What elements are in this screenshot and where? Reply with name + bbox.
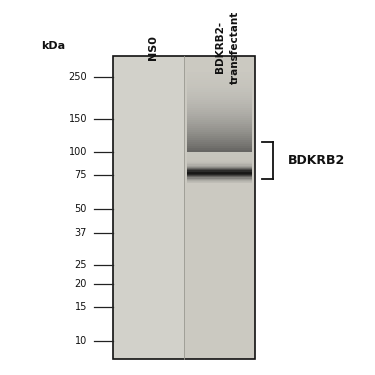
Bar	[187, 150, 252, 152]
Bar	[187, 181, 252, 182]
Bar	[187, 148, 252, 149]
Bar	[187, 126, 252, 128]
Bar	[187, 175, 252, 176]
Bar	[187, 96, 252, 98]
Bar	[187, 157, 252, 159]
Bar	[187, 100, 252, 102]
Bar	[187, 163, 252, 164]
Text: 37: 37	[75, 228, 87, 238]
Bar	[187, 94, 252, 96]
Text: 20: 20	[75, 279, 87, 289]
Bar	[187, 110, 252, 112]
Bar	[187, 80, 252, 82]
Bar	[113, 57, 255, 359]
Text: 250: 250	[68, 72, 87, 82]
Text: 150: 150	[69, 114, 87, 123]
Bar	[187, 90, 252, 92]
Bar	[187, 148, 252, 150]
Bar	[187, 98, 252, 100]
Bar	[187, 82, 252, 84]
Bar	[187, 182, 252, 183]
Bar	[187, 169, 252, 170]
Text: 10: 10	[75, 336, 87, 345]
Bar	[187, 149, 252, 150]
Bar	[187, 164, 252, 166]
Bar	[187, 136, 252, 138]
Bar	[187, 159, 252, 160]
Bar	[187, 173, 252, 174]
Bar	[113, 57, 184, 359]
Text: NS0: NS0	[148, 35, 158, 60]
Bar	[187, 156, 252, 157]
Bar	[187, 108, 252, 110]
Bar	[187, 144, 252, 146]
Bar	[187, 150, 252, 152]
Bar	[184, 57, 255, 359]
Bar	[187, 112, 252, 114]
Bar	[187, 174, 252, 175]
Bar	[187, 177, 252, 178]
Bar	[187, 114, 252, 116]
Bar	[187, 168, 252, 169]
Bar	[187, 166, 252, 167]
Bar	[187, 167, 252, 168]
Bar	[187, 116, 252, 118]
Bar	[187, 160, 252, 161]
Bar	[187, 88, 252, 90]
Bar	[187, 130, 252, 132]
Bar	[187, 152, 252, 153]
Bar	[187, 124, 252, 126]
Text: 75: 75	[75, 170, 87, 180]
Bar	[187, 118, 252, 120]
Bar	[187, 132, 252, 134]
Bar	[187, 128, 252, 130]
Bar	[187, 146, 252, 148]
Text: 50: 50	[75, 204, 87, 214]
Text: 25: 25	[75, 260, 87, 270]
Bar	[187, 74, 252, 76]
Bar	[187, 106, 252, 108]
Bar	[187, 78, 252, 80]
Bar	[187, 76, 252, 78]
Bar	[187, 134, 252, 136]
Bar	[187, 104, 252, 106]
Text: 100: 100	[69, 147, 87, 157]
Bar	[187, 92, 252, 94]
Bar	[187, 176, 252, 177]
Bar	[187, 140, 252, 142]
Text: BDKRB2: BDKRB2	[288, 154, 345, 167]
Bar	[187, 122, 252, 124]
Bar	[187, 120, 252, 122]
Bar	[187, 171, 252, 173]
Bar	[187, 72, 252, 74]
Bar	[187, 180, 252, 181]
Bar	[113, 57, 255, 359]
Bar	[187, 153, 252, 154]
Bar	[187, 154, 252, 155]
Bar	[187, 138, 252, 140]
Bar	[187, 142, 252, 144]
Bar	[187, 178, 252, 180]
Bar	[187, 155, 252, 156]
Text: transfectant: transfectant	[230, 10, 240, 84]
Bar	[187, 162, 252, 163]
Bar	[187, 84, 252, 86]
Text: kDa: kDa	[41, 41, 66, 51]
Bar	[187, 102, 252, 104]
Text: BDKRB2-: BDKRB2-	[215, 21, 225, 73]
Bar	[187, 86, 252, 88]
Text: 15: 15	[75, 302, 87, 312]
Bar	[187, 170, 252, 171]
Bar	[187, 161, 252, 162]
